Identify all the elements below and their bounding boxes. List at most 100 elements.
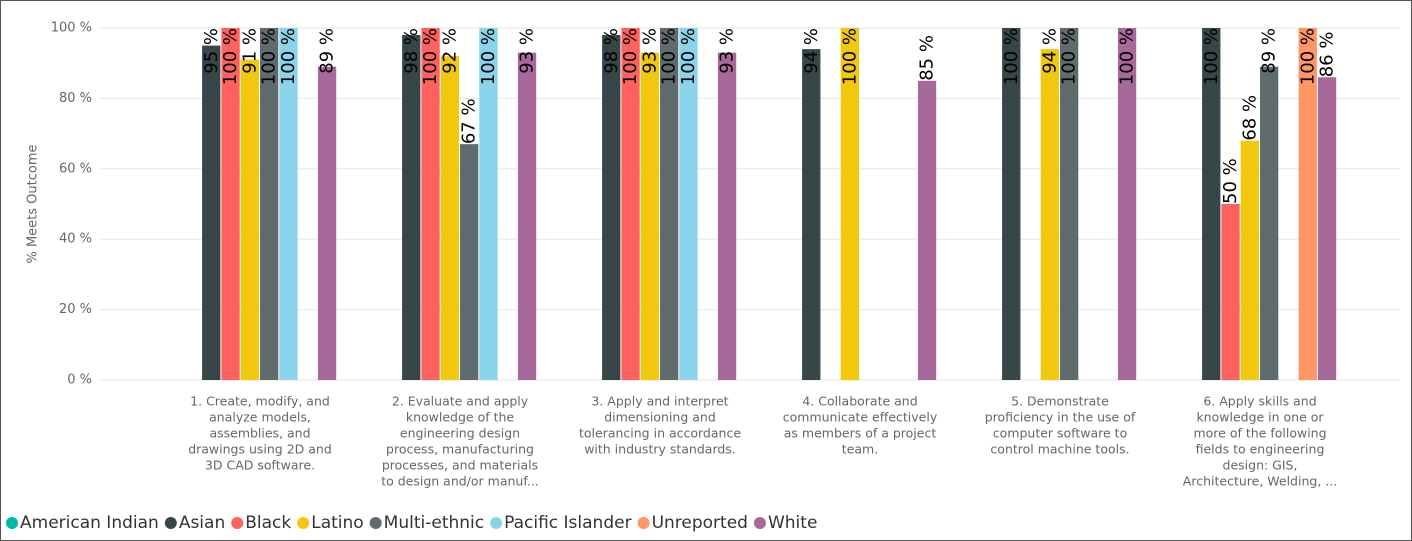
data-label: 100 % bbox=[620, 28, 641, 85]
legend-label: Asian bbox=[179, 513, 225, 533]
x-tick-label: dimensioning and bbox=[604, 410, 716, 425]
data-label: 94 % bbox=[1039, 28, 1060, 74]
bar bbox=[460, 144, 479, 380]
data-label: 93 % bbox=[517, 28, 538, 74]
x-tick-label: assemblies, and bbox=[209, 426, 310, 441]
data-label: 67 % bbox=[459, 98, 480, 144]
bar bbox=[517, 52, 537, 380]
legend-label: Unreported bbox=[652, 513, 748, 533]
y-tick-label: 20 % bbox=[59, 302, 92, 317]
x-tick-label: tolerancing in accordance bbox=[579, 426, 741, 441]
bar bbox=[717, 52, 737, 380]
data-label: 100 % bbox=[1117, 28, 1138, 85]
y-tick-label: 0 % bbox=[67, 373, 92, 388]
x-tick-label: proficiency in the use of bbox=[985, 410, 1136, 425]
data-label: 86 % bbox=[1317, 32, 1338, 78]
data-label: 94 % bbox=[801, 28, 822, 74]
bar bbox=[1317, 77, 1337, 380]
legend-marker bbox=[6, 517, 18, 529]
data-label: 100 % bbox=[678, 28, 699, 85]
data-label: 95 % bbox=[201, 28, 222, 74]
bar bbox=[802, 49, 821, 381]
data-label: 68 % bbox=[1239, 95, 1260, 141]
data-label: 85 % bbox=[917, 35, 938, 81]
bar bbox=[1002, 28, 1021, 380]
legend-marker bbox=[231, 517, 244, 529]
bar bbox=[240, 59, 259, 381]
bar bbox=[317, 66, 337, 380]
y-tick-label: 40 % bbox=[59, 232, 92, 247]
data-label: 50 % bbox=[1220, 158, 1241, 204]
x-tick-label: fields to engineering bbox=[1196, 442, 1325, 457]
x-tick-label: knowledge in one or bbox=[1196, 410, 1324, 425]
x-tick-label: to design and/or manuf... bbox=[381, 474, 539, 489]
bar bbox=[640, 52, 659, 380]
x-tick-label: communicate effectively bbox=[783, 410, 938, 425]
data-label: 98 % bbox=[601, 28, 622, 74]
legend-marker bbox=[164, 517, 177, 529]
x-tick-label: analyze models, bbox=[209, 410, 311, 425]
legend-label: Black bbox=[245, 513, 291, 533]
x-tick-label: computer software to bbox=[993, 426, 1127, 441]
y-tick-label: 100 % bbox=[51, 21, 92, 36]
data-label: 100 % bbox=[220, 28, 241, 85]
x-tick-label: control machine tools. bbox=[990, 442, 1129, 457]
x-tick-label: 3D CAD software. bbox=[205, 458, 315, 473]
bar bbox=[1240, 140, 1259, 380]
data-label: 98 % bbox=[401, 28, 422, 74]
x-tick-label: process, manufacturing bbox=[386, 442, 534, 457]
bar bbox=[679, 28, 698, 380]
x-tick-label: drawings using 2D and bbox=[188, 442, 332, 457]
y-tick-label: 80 % bbox=[59, 91, 92, 106]
bar bbox=[1202, 28, 1221, 380]
bar bbox=[1040, 49, 1059, 381]
x-tick-label: 5. Demonstrate bbox=[1011, 394, 1109, 409]
legend-marker bbox=[297, 517, 310, 529]
y-axis-label: % Meets Outcome bbox=[26, 144, 41, 263]
x-tick-label: with industry standards. bbox=[584, 442, 736, 457]
data-label: 100 % bbox=[1059, 28, 1080, 85]
data-label: 89 % bbox=[1259, 28, 1280, 74]
legend-marker bbox=[753, 517, 766, 529]
bar bbox=[840, 28, 859, 380]
bar bbox=[440, 56, 459, 380]
bar bbox=[479, 28, 498, 380]
data-label: 100 % bbox=[659, 28, 680, 85]
bar bbox=[1060, 28, 1079, 380]
x-tick-label: engineering design bbox=[400, 426, 520, 441]
x-tick-label: as members of a project bbox=[784, 426, 937, 441]
data-label: 93 % bbox=[639, 28, 660, 74]
bar bbox=[402, 35, 421, 380]
x-tick-label: 6. Apply skills and bbox=[1203, 394, 1316, 409]
legend-label: American Indian bbox=[20, 513, 159, 533]
data-label: 100 % bbox=[839, 28, 860, 85]
x-tick-label: design: GIS, bbox=[1223, 458, 1298, 473]
bar bbox=[621, 28, 640, 380]
x-tick-label: 3. Apply and interpret bbox=[591, 394, 728, 409]
x-tick-label: more of the following bbox=[1193, 426, 1326, 441]
bar bbox=[202, 45, 221, 380]
y-tick-label: 60 % bbox=[59, 161, 92, 176]
bar bbox=[1117, 28, 1137, 380]
bar bbox=[1260, 66, 1279, 380]
legend-marker bbox=[637, 517, 650, 529]
legend-marker bbox=[369, 517, 382, 529]
data-label: 100 % bbox=[259, 28, 280, 85]
data-label: 100 % bbox=[278, 28, 299, 85]
x-tick-label: knowledge of the bbox=[406, 410, 515, 425]
data-label: 91 % bbox=[239, 28, 260, 74]
bar bbox=[917, 80, 937, 381]
legend-marker bbox=[490, 517, 503, 529]
bar bbox=[221, 28, 240, 380]
x-tick-label: 2. Evaluate and apply bbox=[392, 394, 529, 409]
bar bbox=[1298, 28, 1317, 380]
x-tick-label: 4. Collaborate and bbox=[802, 394, 917, 409]
bar bbox=[660, 28, 679, 380]
legend-label: Latino bbox=[311, 513, 363, 533]
data-label: 100 % bbox=[1201, 28, 1222, 85]
legend-label: Pacific Islander bbox=[504, 513, 631, 533]
data-label: 100 % bbox=[1001, 28, 1022, 85]
bar bbox=[421, 28, 440, 380]
data-label: 100 % bbox=[478, 28, 499, 85]
